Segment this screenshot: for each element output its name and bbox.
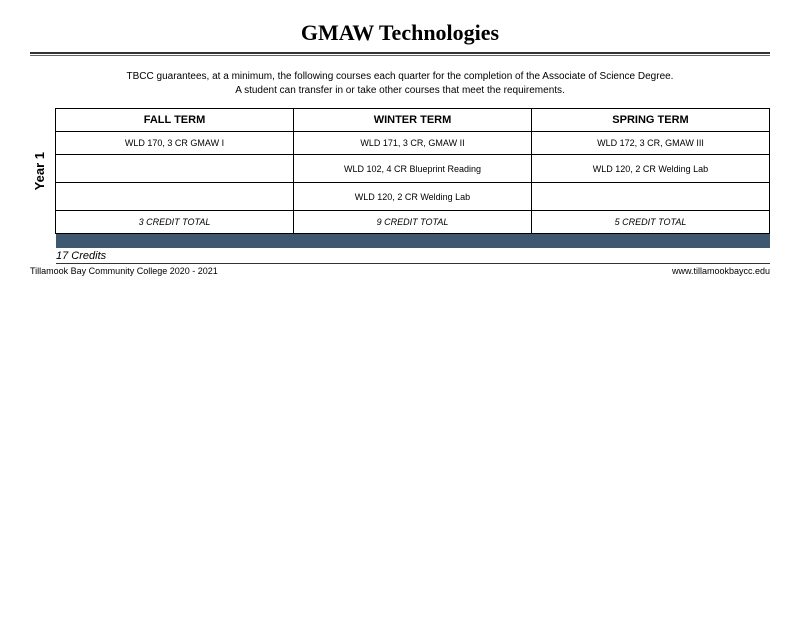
col-header-spring: SPRING TERM: [532, 109, 770, 132]
cell: [532, 183, 770, 211]
cell: WLD 102, 4 CR Blueprint Reading: [294, 155, 532, 183]
col-header-fall: FALL TERM: [56, 109, 294, 132]
table-row: WLD 170, 3 CR GMAW I WLD 171, 3 CR, GMAW…: [56, 132, 770, 155]
cell: [56, 155, 294, 183]
totals-row: 3 CREDIT TOTAL 9 CREDIT TOTAL 5 CREDIT T…: [56, 211, 770, 234]
cell: WLD 170, 3 CR GMAW I: [56, 132, 294, 155]
blue-separator-bar: [56, 234, 770, 248]
total-spring: 5 CREDIT TOTAL: [532, 211, 770, 234]
total-credits: 17 Credits: [56, 250, 770, 264]
cell: WLD 120, 2 CR Welding Lab: [532, 155, 770, 183]
intro-text: TBCC guarantees, at a minimum, the follo…: [30, 70, 770, 98]
table-row: WLD 102, 4 CR Blueprint Reading WLD 120,…: [56, 155, 770, 183]
total-fall: 3 CREDIT TOTAL: [56, 211, 294, 234]
cell: WLD 172, 3 CR, GMAW III: [532, 132, 770, 155]
table-header-row: FALL TERM WINTER TERM SPRING TERM: [56, 109, 770, 132]
footer-url: www.tillamookbaycc.edu: [672, 266, 770, 276]
footer: Tillamook Bay Community College 2020 - 2…: [30, 266, 770, 276]
table-row: WLD 120, 2 CR Welding Lab: [56, 183, 770, 211]
cell: [56, 183, 294, 211]
intro-line-1: TBCC guarantees, at a minimum, the follo…: [127, 71, 674, 82]
footer-college: Tillamook Bay Community College 2020 - 2…: [30, 266, 218, 276]
page-title: GMAW Technologies: [30, 20, 770, 52]
schedule-table: FALL TERM WINTER TERM SPRING TERM WLD 17…: [55, 108, 770, 234]
col-header-winter: WINTER TERM: [294, 109, 532, 132]
intro-line-2: A student can transfer in or take other …: [235, 85, 565, 96]
year-label: Year 1: [30, 152, 49, 190]
cell: WLD 120, 2 CR Welding Lab: [294, 183, 532, 211]
title-rule: [30, 52, 770, 56]
year-section: Year 1 FALL TERM WINTER TERM SPRING TERM…: [30, 108, 770, 234]
cell: WLD 171, 3 CR, GMAW II: [294, 132, 532, 155]
total-winter: 9 CREDIT TOTAL: [294, 211, 532, 234]
